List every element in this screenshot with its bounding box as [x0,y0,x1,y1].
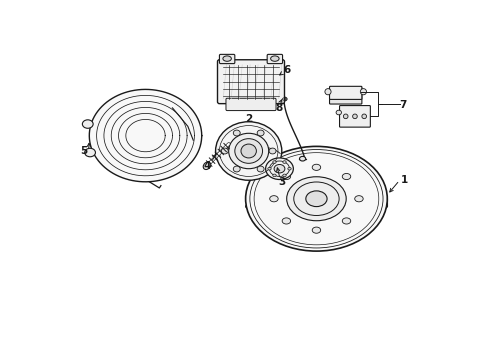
Text: 2: 2 [244,114,252,123]
FancyBboxPatch shape [225,98,275,111]
Ellipse shape [245,147,386,251]
Ellipse shape [272,174,276,177]
Ellipse shape [233,130,240,136]
FancyBboxPatch shape [339,105,369,127]
Ellipse shape [360,89,366,95]
Ellipse shape [311,227,320,233]
Ellipse shape [352,114,357,119]
Ellipse shape [267,167,271,170]
Ellipse shape [245,197,386,216]
Ellipse shape [272,161,276,163]
Ellipse shape [274,165,285,173]
FancyBboxPatch shape [266,54,282,64]
Ellipse shape [228,133,268,169]
Ellipse shape [287,167,290,170]
Ellipse shape [282,174,290,180]
Text: 3: 3 [278,177,285,187]
Ellipse shape [282,161,285,163]
Ellipse shape [282,218,290,224]
Ellipse shape [223,56,231,61]
Text: 4: 4 [203,161,210,171]
Ellipse shape [324,89,330,95]
FancyBboxPatch shape [219,54,234,64]
Ellipse shape [257,130,264,136]
Ellipse shape [361,114,366,119]
Ellipse shape [215,122,281,180]
Ellipse shape [265,158,293,180]
Ellipse shape [82,120,93,128]
Ellipse shape [234,139,262,163]
Ellipse shape [342,218,350,224]
Ellipse shape [233,166,240,172]
Text: 7: 7 [398,100,406,110]
Ellipse shape [342,174,350,180]
Ellipse shape [305,191,326,207]
Ellipse shape [343,114,347,119]
Ellipse shape [354,195,363,202]
Polygon shape [89,89,202,182]
Ellipse shape [241,144,256,158]
FancyBboxPatch shape [329,87,361,104]
Text: 8: 8 [275,103,283,113]
Ellipse shape [281,97,286,101]
Ellipse shape [335,110,341,115]
Ellipse shape [257,166,264,172]
Ellipse shape [311,164,320,170]
Ellipse shape [282,174,285,177]
Ellipse shape [268,148,275,154]
Ellipse shape [203,162,210,170]
Ellipse shape [299,156,305,161]
Text: 1: 1 [400,175,407,185]
Text: 6: 6 [283,65,290,75]
Ellipse shape [270,56,279,61]
FancyBboxPatch shape [329,86,361,99]
Ellipse shape [221,148,228,154]
Text: 5: 5 [80,146,87,156]
Ellipse shape [269,195,278,202]
FancyBboxPatch shape [217,60,284,104]
Ellipse shape [84,148,95,157]
Ellipse shape [286,177,346,221]
